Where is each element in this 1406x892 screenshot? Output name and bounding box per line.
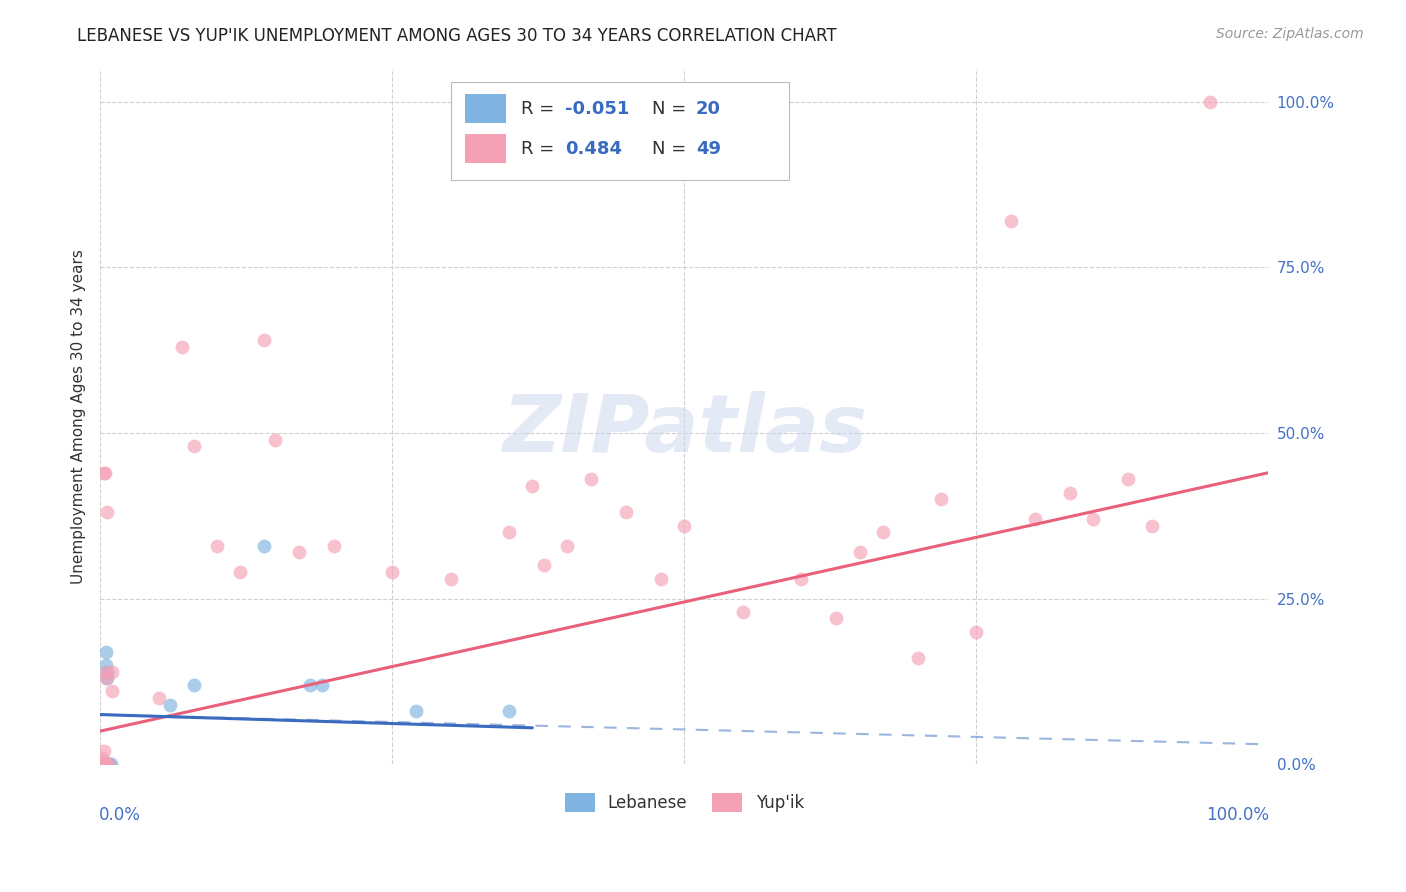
Point <box>825 611 848 625</box>
Text: 0.484: 0.484 <box>565 139 621 158</box>
Text: 49: 49 <box>696 139 721 158</box>
Point <box>614 506 637 520</box>
Point <box>97 757 120 772</box>
Text: N =: N = <box>651 100 692 118</box>
Point <box>101 684 124 698</box>
Point <box>381 565 404 579</box>
Point <box>91 757 114 772</box>
Point <box>94 657 117 672</box>
Point <box>93 757 115 772</box>
Point <box>673 518 696 533</box>
Point <box>965 624 987 639</box>
Point <box>848 545 870 559</box>
Point <box>98 757 121 772</box>
Point <box>1059 485 1081 500</box>
Point <box>183 439 205 453</box>
Point <box>522 479 544 493</box>
Y-axis label: Unemployment Among Ages 30 to 34 years: Unemployment Among Ages 30 to 34 years <box>72 249 86 584</box>
Point <box>872 525 894 540</box>
FancyBboxPatch shape <box>450 82 789 180</box>
Point <box>94 665 117 679</box>
Point <box>264 433 287 447</box>
FancyBboxPatch shape <box>464 95 506 123</box>
Point <box>96 665 118 679</box>
Text: N =: N = <box>651 139 692 158</box>
Point <box>498 525 520 540</box>
Point <box>183 678 205 692</box>
Point <box>94 466 117 480</box>
Point <box>100 757 122 772</box>
Point <box>299 678 322 692</box>
Point <box>790 572 813 586</box>
Point <box>93 757 115 772</box>
Point <box>253 539 276 553</box>
Point <box>1199 95 1222 109</box>
Point <box>229 565 252 579</box>
Point <box>94 757 117 772</box>
Point <box>579 472 602 486</box>
Point <box>205 539 228 553</box>
Text: -0.051: -0.051 <box>565 100 630 118</box>
Point <box>1000 214 1022 228</box>
Point <box>94 645 117 659</box>
Point <box>1116 472 1139 486</box>
Point <box>322 539 344 553</box>
Text: Source: ZipAtlas.com: Source: ZipAtlas.com <box>1216 27 1364 41</box>
Point <box>90 757 112 772</box>
Text: 0.0%: 0.0% <box>98 806 141 824</box>
Point <box>498 704 520 718</box>
Point <box>1140 518 1163 533</box>
Point <box>405 704 427 718</box>
Point <box>287 545 309 559</box>
Point <box>94 671 117 685</box>
Point <box>253 333 276 347</box>
Point <box>96 757 118 772</box>
Point <box>94 757 117 772</box>
Point <box>94 757 117 772</box>
Point <box>96 671 118 685</box>
Point <box>159 698 181 712</box>
Point <box>650 572 672 586</box>
Text: 20: 20 <box>696 100 721 118</box>
FancyBboxPatch shape <box>464 134 506 163</box>
Point <box>439 572 461 586</box>
Point <box>93 744 115 758</box>
Point <box>533 558 555 573</box>
Text: R =: R = <box>520 100 560 118</box>
Point <box>731 605 754 619</box>
Point <box>101 665 124 679</box>
Point <box>1024 512 1046 526</box>
Point <box>929 492 952 507</box>
Point <box>94 757 117 772</box>
Point <box>93 466 115 480</box>
Point <box>91 757 114 772</box>
Point <box>91 757 114 772</box>
Point <box>1083 512 1105 526</box>
Point <box>93 757 115 772</box>
Point <box>148 691 170 706</box>
Point <box>557 539 579 553</box>
Text: R =: R = <box>520 139 565 158</box>
Text: ZIPatlas: ZIPatlas <box>502 392 866 469</box>
Text: LEBANESE VS YUP'IK UNEMPLOYMENT AMONG AGES 30 TO 34 YEARS CORRELATION CHART: LEBANESE VS YUP'IK UNEMPLOYMENT AMONG AG… <box>77 27 837 45</box>
Point <box>91 757 114 772</box>
Point <box>94 757 117 772</box>
Point <box>97 757 120 772</box>
Point <box>311 678 333 692</box>
Point <box>93 757 115 772</box>
Point <box>96 506 118 520</box>
Point <box>907 651 929 665</box>
Legend: Lebanese, Yup'ik: Lebanese, Yup'ik <box>558 786 811 819</box>
Point <box>91 750 114 764</box>
Point <box>170 340 193 354</box>
Point <box>93 757 115 772</box>
Text: 100.0%: 100.0% <box>1206 806 1270 824</box>
Point <box>90 757 112 772</box>
